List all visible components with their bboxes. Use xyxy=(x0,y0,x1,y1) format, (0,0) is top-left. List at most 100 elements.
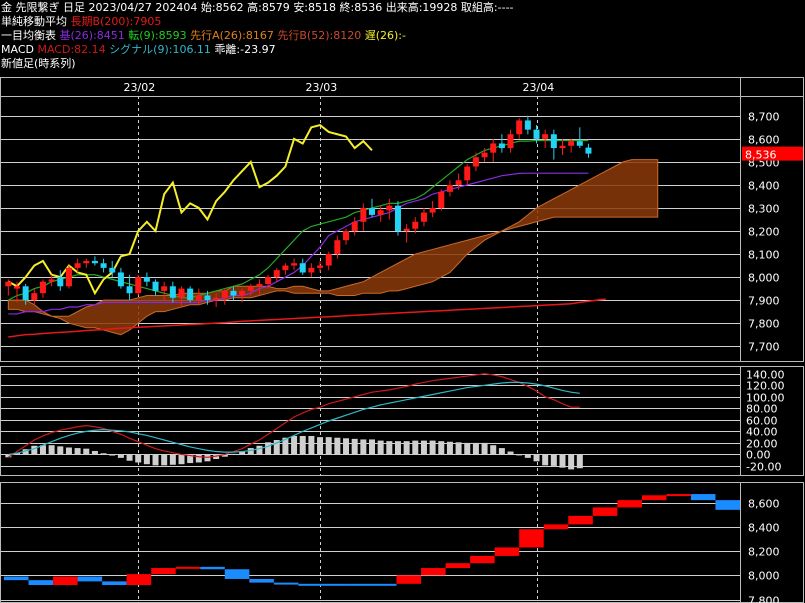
date-tick-label: 23/02 xyxy=(124,81,156,94)
candle-body xyxy=(109,267,116,273)
shinne-tick-label: 8,000 xyxy=(748,570,780,583)
shinne-brick xyxy=(224,569,250,579)
macd-histogram-bar xyxy=(31,445,38,455)
macd-tick-label: 20.00 xyxy=(746,438,778,451)
candle-body xyxy=(429,207,436,213)
shinne-brick xyxy=(298,583,323,586)
macd-histogram-bar xyxy=(273,440,280,455)
macd-histogram-bar xyxy=(386,441,393,455)
header-line-5: 新値足(時系列) xyxy=(1,57,76,71)
candle-body xyxy=(273,270,280,278)
macd-histogram-bar xyxy=(256,445,263,455)
macd-histogram-bar xyxy=(100,453,107,455)
price-tick-label: 7,800 xyxy=(748,318,780,331)
span-a-value: 先行A(26):8167 xyxy=(190,29,274,42)
macd-histogram-bar xyxy=(317,437,324,455)
shinne-brick xyxy=(641,495,667,501)
macd-histogram-bar xyxy=(568,454,575,470)
candle-body xyxy=(204,295,211,301)
candle-body xyxy=(524,120,531,130)
header-line-2: 単純移動平均 長期B(200):7905 xyxy=(1,15,161,29)
macd-histogram-bar xyxy=(377,440,384,455)
candle-body xyxy=(213,297,220,301)
macd-histogram-bar xyxy=(39,445,46,455)
candle-body xyxy=(481,152,488,158)
panel-border xyxy=(0,77,804,362)
open-value: 始:8562 xyxy=(200,1,244,14)
shinne-brick xyxy=(372,583,397,586)
macd-histogram-bar xyxy=(516,454,523,456)
macd-histogram-bar xyxy=(455,442,462,455)
candle-body xyxy=(516,120,523,135)
candle-body xyxy=(135,277,142,294)
candle-body xyxy=(31,293,38,301)
macd-value: MACD:82.14 xyxy=(37,43,106,56)
price-tick-label: 8,100 xyxy=(748,249,780,262)
ichimoku-cloud xyxy=(7,159,659,336)
candle-body xyxy=(550,134,557,149)
macd-histogram-bar xyxy=(343,438,350,455)
macd-tick-label: 140.00 xyxy=(746,369,785,382)
candle-body xyxy=(455,180,462,185)
base-line xyxy=(8,172,589,315)
shinne-brick xyxy=(322,583,348,586)
candle-body xyxy=(299,263,306,273)
candle-body xyxy=(559,145,566,149)
macd-histogram-bar xyxy=(291,435,298,455)
macd-tick-label: 80.00 xyxy=(746,403,778,416)
shinne-brick xyxy=(102,581,127,586)
date-tick-label: 23/04 xyxy=(523,81,555,94)
low-value: 安:8518 xyxy=(293,1,337,14)
shinne-brick xyxy=(568,515,593,525)
macd-histogram-bar xyxy=(550,454,557,466)
shinne-brick xyxy=(53,576,78,586)
candle-body xyxy=(403,228,410,231)
shinne-brick xyxy=(690,494,716,501)
date-tick-label: 23/03 xyxy=(306,81,338,94)
shinne-brick xyxy=(77,576,103,582)
shinne-brick xyxy=(4,576,29,581)
macd-histogram-bar xyxy=(282,437,289,455)
macd-tick-label: 100.00 xyxy=(746,392,785,405)
price-tick-label: 7,900 xyxy=(748,295,780,308)
candle-body xyxy=(464,166,471,181)
macd-histogram-bar xyxy=(472,442,479,455)
macd-histogram-bar xyxy=(334,437,341,455)
macd-histogram-bar xyxy=(22,449,29,455)
macd-histogram-bar xyxy=(438,441,445,455)
candle-body xyxy=(394,205,401,231)
candle-body xyxy=(585,147,592,154)
candle-body xyxy=(317,265,324,268)
macd-histogram-bar xyxy=(109,454,116,456)
macd-histogram-bar xyxy=(195,454,202,463)
price-tick-label: 8,700 xyxy=(748,111,780,124)
macd-histogram-bar xyxy=(507,451,514,455)
candle-body xyxy=(325,254,332,266)
date-label: 2023/04/27 xyxy=(88,1,152,14)
macd-histogram-bar xyxy=(221,454,228,457)
shinne-brick xyxy=(396,575,422,584)
macd-histogram-bar xyxy=(247,448,254,455)
candle-body xyxy=(247,286,254,291)
macd-line xyxy=(7,373,580,458)
signal-value: シグナル(9):106.11 xyxy=(109,43,211,56)
macd-histogram-bar xyxy=(351,438,358,455)
open-interest-value: 取組高:---- xyxy=(460,1,514,14)
candle-body xyxy=(178,288,185,298)
shinne-label: 新値足(時系列) xyxy=(1,57,76,70)
shinne-brick xyxy=(151,568,176,575)
candle-body xyxy=(369,207,375,215)
macd-histogram-bar xyxy=(135,454,142,463)
shinne-tick-label: 8,200 xyxy=(748,546,780,559)
macd-histogram-bar xyxy=(65,447,72,455)
header-line-1: 金 先限繋ぎ 日足 2023/04/27 202404 始:8562 高:857… xyxy=(1,1,514,15)
candle-body xyxy=(126,286,133,294)
shinne-brick xyxy=(543,524,569,530)
symbol-name: 金 先限繋ぎ xyxy=(1,1,60,14)
macd-histogram-bar xyxy=(490,445,497,455)
candle-body xyxy=(57,277,64,287)
shinne-brick xyxy=(347,583,372,586)
shinne-brick xyxy=(421,568,446,576)
macd-histogram-bar xyxy=(429,440,436,455)
price-panel: 8,7008,6008,5008,4008,3008,2008,1008,000… xyxy=(1,81,803,354)
